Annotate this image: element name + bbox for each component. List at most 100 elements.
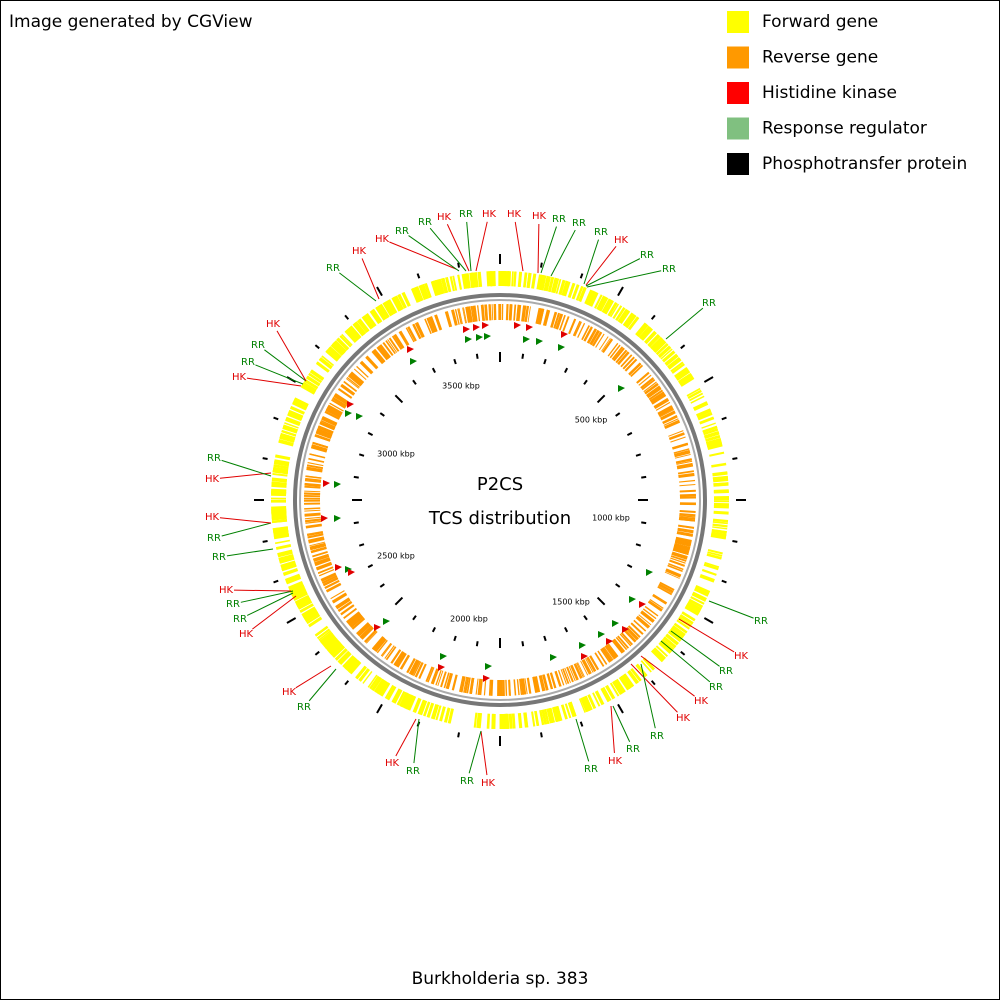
reverse-gene <box>676 459 692 464</box>
reverse-gene <box>372 636 384 650</box>
outer-tick <box>314 344 320 350</box>
feature-marker <box>558 344 565 351</box>
reverse-gene <box>338 601 353 612</box>
reverse-gene <box>314 559 331 567</box>
reverse-gene <box>399 654 410 670</box>
reverse-gene <box>670 557 686 564</box>
forward-gene <box>332 645 346 658</box>
forward-gene <box>541 709 548 725</box>
feature-connector <box>665 307 704 340</box>
outer-tick <box>721 416 727 421</box>
reverse-gene <box>660 411 676 421</box>
reverse-gene <box>343 380 358 392</box>
reverse-gene <box>649 391 664 402</box>
reverse-gene <box>426 317 435 334</box>
feature-marker <box>440 653 447 660</box>
feature-connector <box>339 272 377 302</box>
reverse-gene <box>674 544 690 550</box>
reverse-gene <box>557 670 565 686</box>
reverse-gene <box>524 305 529 322</box>
forward-gene <box>687 389 702 399</box>
reverse-gene <box>549 672 557 689</box>
forward-gene <box>303 609 318 620</box>
forward-gene <box>625 314 637 329</box>
reverse-gene <box>318 425 334 433</box>
reverse-gene <box>334 393 350 404</box>
outer-tick <box>732 457 738 461</box>
reverse-gene <box>334 394 349 405</box>
reverse-gene <box>573 321 582 337</box>
forward-gene <box>598 296 607 311</box>
reverse-gene <box>463 676 468 693</box>
reverse-gene <box>309 453 326 459</box>
forward-gene <box>273 466 289 472</box>
reverse-gene <box>617 635 630 649</box>
reverse-gene <box>316 429 333 437</box>
scale-tick <box>475 641 479 647</box>
forward-gene <box>511 271 514 287</box>
reverse-gene <box>324 410 340 420</box>
reverse-gene <box>521 678 525 695</box>
reverse-gene <box>676 531 693 537</box>
scale-tick <box>431 626 436 633</box>
reverse-gene <box>664 571 680 579</box>
forward-gene <box>582 696 590 712</box>
forward-gene <box>297 600 313 610</box>
feature-marker <box>485 663 492 670</box>
reverse-gene <box>304 483 321 487</box>
reverse-gene <box>674 543 691 549</box>
forward-gene <box>546 708 553 724</box>
reverse-gene <box>308 536 325 542</box>
forward-gene <box>320 632 334 644</box>
outer-tick <box>539 262 543 268</box>
scale-tick <box>475 353 479 359</box>
forward-gene <box>292 401 307 410</box>
reverse-gene <box>416 322 425 338</box>
feature-connector <box>219 517 272 524</box>
forward-gene <box>618 676 629 691</box>
forward-gene <box>713 482 729 485</box>
outer-tick <box>262 457 268 461</box>
reverse-gene <box>304 509 321 512</box>
forward-gene <box>526 272 531 288</box>
reverse-gene <box>360 360 374 374</box>
reverse-gene <box>663 418 679 426</box>
forward-gene <box>288 581 303 589</box>
reverse-gene <box>376 346 388 361</box>
feature-connector <box>550 229 576 277</box>
forward-gene <box>279 558 295 564</box>
feature-connector <box>480 730 488 776</box>
reverse-gene <box>399 330 410 346</box>
forward-gene <box>424 283 431 299</box>
reverse-gene <box>673 546 690 553</box>
scale-tick <box>543 635 547 642</box>
reverse-gene <box>451 674 458 691</box>
forward-gene <box>283 569 299 576</box>
forward-gene <box>334 648 348 661</box>
forward-gene <box>707 443 723 451</box>
reverse-gene <box>527 306 531 323</box>
reverse-gene <box>308 538 325 544</box>
reverse-gene <box>385 646 397 661</box>
center-title: P2CS <box>477 474 523 495</box>
outer-tick <box>273 579 279 584</box>
forward-gene <box>653 339 666 352</box>
forward-gene <box>517 712 523 729</box>
feature-marker <box>598 631 605 638</box>
feature-connector <box>264 349 307 382</box>
reverse-gene <box>312 441 329 449</box>
forward-gene <box>540 275 546 291</box>
legend-label: Reverse gene <box>762 48 878 68</box>
forward-gene <box>358 668 371 682</box>
reverse-gene <box>326 407 342 417</box>
forward-gene <box>341 333 353 346</box>
scale-tick <box>521 641 525 647</box>
feature-label: HK <box>205 512 220 523</box>
reverse-gene <box>590 330 600 345</box>
reverse-gene <box>307 464 323 469</box>
reverse-gene <box>364 630 377 643</box>
feature-marker <box>374 624 381 631</box>
reverse-gene <box>664 419 680 429</box>
forward-gene <box>271 519 288 524</box>
forward-gene <box>361 315 374 330</box>
